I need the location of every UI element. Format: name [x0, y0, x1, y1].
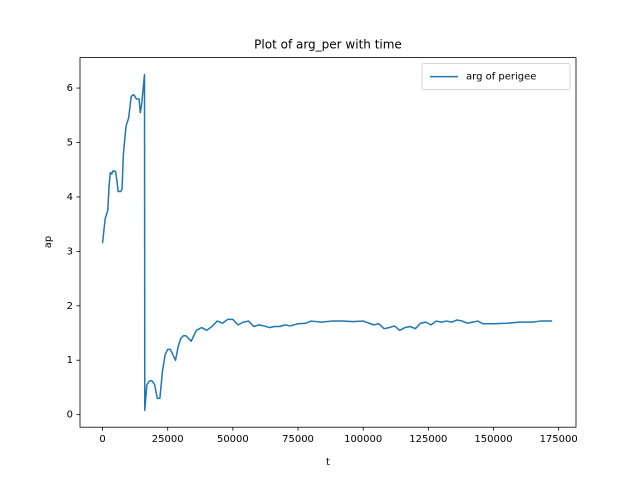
chart-title: Plot of arg_per with time	[254, 38, 402, 52]
y-tick-label: 1	[67, 355, 73, 366]
y-tick-label: 2	[67, 301, 73, 312]
data-line	[101, 73, 553, 412]
x-tick-label: 125000	[409, 434, 447, 445]
x-tick-label: 50000	[217, 434, 249, 445]
x-tick-label: 75000	[282, 434, 314, 445]
y-tick-label: 4	[67, 192, 73, 203]
x-axis-label: t	[326, 457, 330, 468]
x-tick-label: 25000	[152, 434, 184, 445]
x-tick-label: 0	[99, 434, 105, 445]
y-axis-label: ap	[43, 236, 54, 248]
axes-frame	[79, 57, 577, 428]
legend-label: arg of perigee	[466, 72, 536, 83]
y-tick-label: 0	[67, 410, 73, 421]
y-tick-label: 5	[67, 138, 73, 149]
legend-box	[421, 63, 571, 90]
x-tick-label: 150000	[474, 434, 512, 445]
x-tick-label: 175000	[540, 434, 578, 445]
y-tick-label: 3	[67, 246, 73, 257]
y-tick-label: 6	[67, 83, 73, 94]
x-tick-label: 100000	[344, 434, 382, 445]
